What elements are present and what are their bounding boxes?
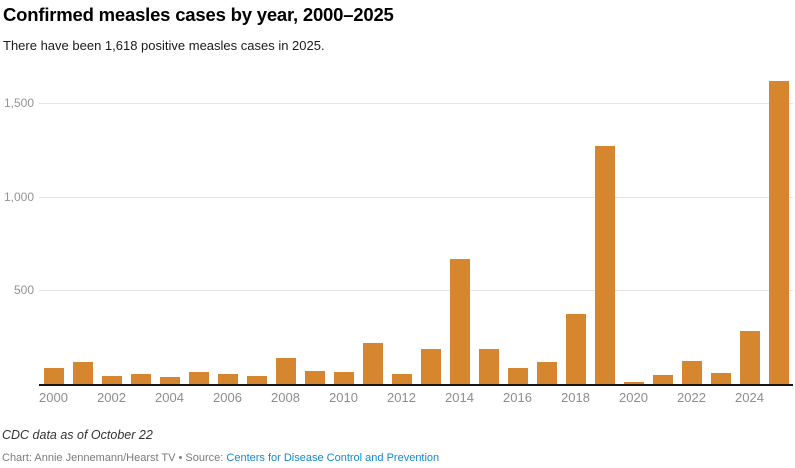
bar-2021 [652,374,673,384]
bar-2023 [710,372,731,384]
chart-title: Confirmed measles cases by year, 2000–20… [3,4,394,25]
bar-2005 [188,371,209,384]
bar-2022 [681,361,702,384]
bar-2024 [739,330,760,384]
bar-2007 [246,375,267,384]
bar-2001 [72,362,93,384]
bar-2011 [362,342,383,384]
gridline-1500 [39,103,793,105]
x-tick-label-2000: 2000 [39,390,68,405]
bar-2013 [420,349,441,384]
bar-2014 [449,259,470,384]
bar-2000 [43,367,64,384]
y-tick-label-500: 500 [13,283,34,298]
x-tick-label-2018: 2018 [561,390,590,405]
bar-2025 [768,81,789,384]
x-tick-label-2014: 2014 [445,390,474,405]
bar-2008 [275,357,296,384]
x-tick-label-2024: 2024 [735,390,764,405]
bar-2003 [130,373,151,384]
gridline-500 [39,290,793,292]
bar-2010 [333,372,354,384]
bar-2009 [304,370,325,384]
x-tick-label-2004: 2004 [155,390,184,405]
bar-2016 [507,367,528,384]
bar-2018 [565,313,586,384]
bar-2020 [623,381,644,384]
x-tick-label-2008: 2008 [271,390,300,405]
gridline-1000 [39,196,793,198]
x-tick-label-2020: 2020 [619,390,648,405]
bar-2019 [594,145,615,384]
credit-text: Chart: Annie Jennemann/Hearst TV • Sourc… [2,452,227,464]
bar-2004 [159,377,180,384]
x-tick-label-2006: 2006 [213,390,242,405]
bar-2012 [391,373,412,384]
bar-2006 [217,373,238,384]
chart-subtitle: There have been 1,618 positive measles c… [3,38,325,53]
bar-2002 [101,375,122,384]
x-tick-label-2016: 2016 [503,390,532,405]
x-tick-label-2002: 2002 [97,390,126,405]
bar-2017 [536,361,557,384]
footer-note: CDC data as of October 22 [2,428,153,442]
x-axis-baseline [39,384,793,386]
y-tick-label-1500: 1,500 [3,96,34,111]
bar-2015 [478,348,499,384]
x-tick-label-2012: 2012 [387,390,416,405]
source-link[interactable]: Centers for Disease Control and Preventi… [226,452,440,464]
footer-credit: Chart: Annie Jennemann/Hearst TV • Sourc… [2,452,439,464]
y-tick-label-1000: 1,000 [3,189,34,204]
x-tick-label-2022: 2022 [677,390,706,405]
x-tick-label-2010: 2010 [329,390,358,405]
